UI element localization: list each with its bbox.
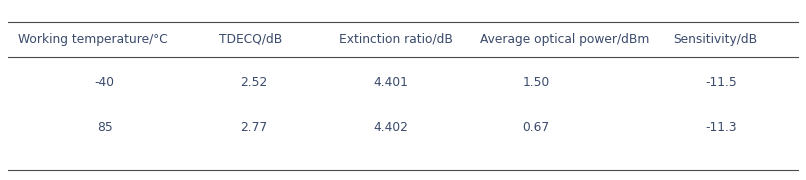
Text: 0.67: 0.67	[522, 121, 550, 134]
Text: 4.401: 4.401	[373, 76, 409, 89]
Text: -11.3: -11.3	[705, 121, 737, 134]
Text: 4.402: 4.402	[373, 121, 409, 134]
Text: 2.77: 2.77	[240, 121, 268, 134]
Text: -11.5: -11.5	[705, 76, 737, 89]
Text: Average optical power/dBm: Average optical power/dBm	[480, 33, 649, 46]
Text: -40: -40	[95, 76, 114, 89]
Text: 2.52: 2.52	[240, 76, 268, 89]
Text: 85: 85	[97, 121, 113, 134]
Text: TDECQ/dB: TDECQ/dB	[219, 33, 282, 46]
Text: Sensitivity/dB: Sensitivity/dB	[673, 33, 757, 46]
Text: Working temperature/°C: Working temperature/°C	[18, 33, 168, 46]
Text: 1.50: 1.50	[522, 76, 550, 89]
Text: Extinction ratio/dB: Extinction ratio/dB	[339, 33, 452, 46]
